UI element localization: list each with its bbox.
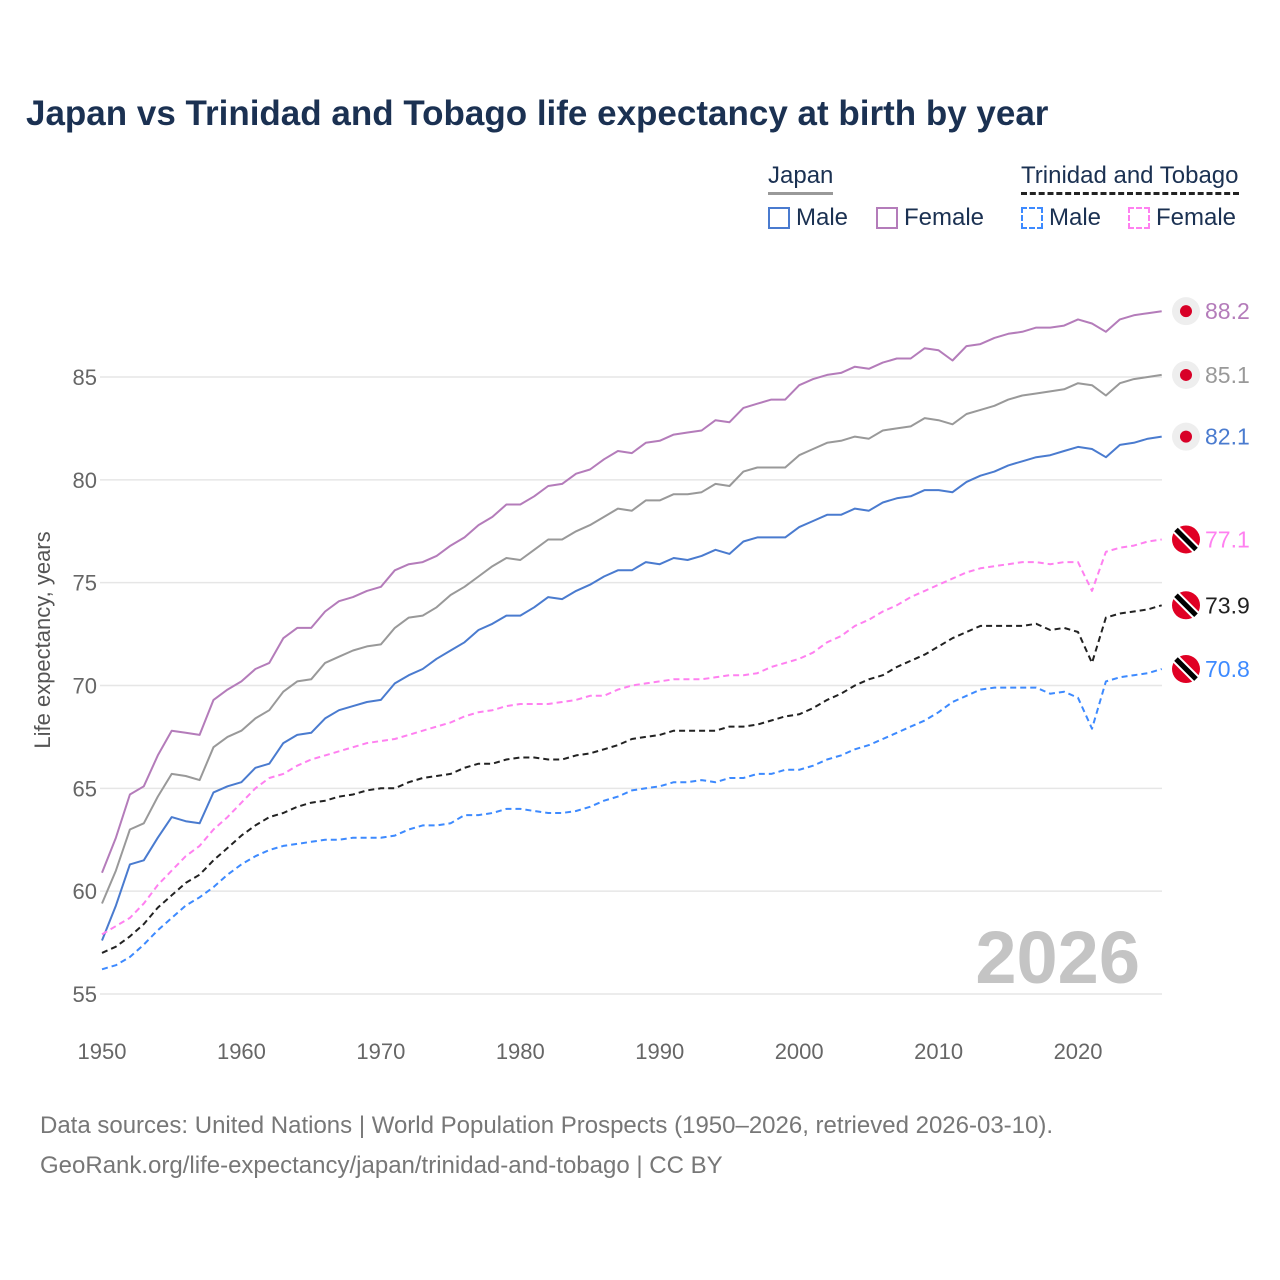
- end-value-label: 82.1: [1205, 424, 1250, 450]
- series-line-japan-female: [101, 310, 1162, 874]
- year-watermark: 2026: [975, 916, 1140, 999]
- y-tick-label: 85: [73, 365, 97, 390]
- flag-stripe-black: [1174, 657, 1198, 681]
- legend-group-label: Japan: [768, 162, 834, 189]
- trinidad-flag-icon: [1172, 591, 1200, 620]
- legend-swatch: [1128, 207, 1150, 229]
- source-link[interactable]: GeoRank.org/life-expectancy/japan/trinid…: [40, 1152, 723, 1179]
- x-tick-label: 1990: [635, 1039, 684, 1064]
- legend-swatch: [1021, 207, 1043, 229]
- y-axis-label: Life expectancy, years: [30, 531, 55, 748]
- x-tick-label: 1950: [78, 1039, 127, 1064]
- legend-group-label: Trinidad and Tobago: [1021, 162, 1239, 189]
- legend-label: Female: [904, 204, 985, 231]
- end-value-label: 77.1: [1205, 526, 1250, 552]
- legend-swatch: [768, 207, 790, 229]
- legend-swatch: [876, 207, 898, 229]
- legend-label: Female: [1156, 204, 1237, 231]
- series-line-japan-male: [101, 435, 1162, 941]
- japan-flag-dot: [1180, 368, 1192, 381]
- series-line-trinidad-and-tobago-female: [101, 538, 1162, 936]
- x-tick-label: 2010: [914, 1039, 963, 1064]
- series-line-japan-total: [101, 373, 1162, 904]
- end-value-label: 85.1: [1205, 362, 1250, 388]
- trinidad-flag-icon: [1172, 655, 1200, 684]
- x-tick-label: 2020: [1054, 1039, 1103, 1064]
- legend-line-solid: [768, 192, 834, 195]
- footer: Data sources: United Nations | World Pop…: [40, 1106, 1053, 1186]
- y-tick-label: 80: [73, 468, 97, 493]
- flag-stripe-black: [1174, 527, 1198, 552]
- y-tick-label: 75: [73, 571, 97, 596]
- series-line-trinidad-and-tobago-total: [101, 604, 1162, 954]
- japan-flag-dot: [1180, 430, 1192, 443]
- y-tick-label: 55: [73, 982, 97, 1007]
- legend-item-japan-female[interactable]: Female: [876, 204, 984, 232]
- x-tick-label: 1960: [217, 1039, 266, 1064]
- x-tick-label: 2000: [775, 1039, 824, 1064]
- chart-title: Japan vs Trinidad and Tobago life expect…: [26, 94, 1049, 133]
- legend-line-dashed: [1021, 192, 1239, 195]
- end-value-label: 73.9: [1205, 592, 1250, 618]
- legend-item-tt-female[interactable]: Female: [1128, 204, 1236, 232]
- flag-stripe-black: [1174, 593, 1198, 618]
- legend-group-japan: Japan: [768, 162, 834, 195]
- trinidad-flag-icon: [1172, 525, 1200, 554]
- y-tick-label: 65: [73, 776, 97, 801]
- x-tick-label: 1970: [356, 1039, 405, 1064]
- legend-label: Male: [796, 204, 849, 231]
- series-line-trinidad-and-tobago-male: [101, 668, 1162, 971]
- legend-group-tt: Trinidad and Tobago: [1021, 162, 1239, 195]
- legend-item-tt-male[interactable]: Male: [1021, 204, 1101, 232]
- y-tick-label: 70: [73, 674, 97, 699]
- source-text: Data sources: United Nations | World Pop…: [40, 1112, 1054, 1139]
- legend-label: Male: [1049, 204, 1102, 231]
- x-tick-label: 1980: [496, 1039, 545, 1064]
- japan-flag-dot: [1180, 305, 1192, 318]
- y-tick-label: 60: [73, 879, 97, 904]
- end-value-label: 70.8: [1205, 656, 1250, 682]
- end-value-label: 88.2: [1205, 298, 1250, 324]
- legend-item-japan-male[interactable]: Male: [768, 204, 848, 232]
